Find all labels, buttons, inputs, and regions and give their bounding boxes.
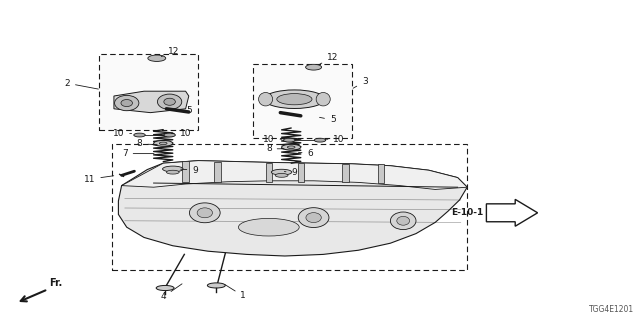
Text: 8: 8 (266, 144, 284, 153)
Polygon shape (118, 161, 467, 256)
Ellipse shape (390, 212, 416, 230)
Ellipse shape (157, 94, 182, 109)
Ellipse shape (275, 173, 288, 177)
Ellipse shape (207, 283, 225, 288)
Text: 9: 9 (284, 168, 297, 177)
Text: 6: 6 (298, 149, 313, 158)
Ellipse shape (397, 216, 410, 225)
Bar (298, 163, 304, 182)
Ellipse shape (316, 92, 330, 106)
Text: 10: 10 (325, 135, 345, 144)
Ellipse shape (298, 208, 329, 228)
Text: 5: 5 (174, 106, 191, 115)
Bar (112, 144, 467, 270)
Text: 10: 10 (113, 129, 132, 138)
Ellipse shape (277, 93, 312, 105)
Ellipse shape (164, 133, 175, 137)
Text: 7: 7 (122, 149, 154, 158)
Text: E-10-1: E-10-1 (451, 208, 483, 217)
Ellipse shape (197, 208, 212, 218)
Bar (182, 161, 189, 182)
Ellipse shape (166, 170, 179, 174)
Ellipse shape (239, 218, 300, 236)
Polygon shape (122, 161, 467, 189)
Text: 4: 4 (161, 284, 182, 301)
Ellipse shape (306, 212, 321, 223)
Text: 9: 9 (180, 166, 198, 175)
Ellipse shape (259, 92, 273, 106)
Ellipse shape (264, 90, 325, 108)
Ellipse shape (156, 285, 174, 291)
Text: 3: 3 (353, 77, 367, 88)
Text: 5: 5 (319, 116, 335, 124)
Bar (266, 163, 272, 182)
Text: 8: 8 (137, 140, 157, 148)
Bar (214, 162, 221, 182)
Ellipse shape (271, 169, 292, 175)
Text: 10: 10 (172, 129, 191, 138)
Text: 2: 2 (65, 79, 99, 89)
Text: Fr.: Fr. (49, 278, 63, 288)
Text: 12: 12 (161, 47, 180, 57)
Ellipse shape (314, 138, 326, 142)
Text: 11: 11 (84, 175, 114, 184)
Ellipse shape (306, 64, 322, 70)
Polygon shape (114, 91, 189, 113)
Ellipse shape (164, 98, 175, 105)
Text: 12: 12 (320, 53, 339, 64)
Text: 10: 10 (263, 135, 282, 144)
Bar (342, 164, 349, 182)
Bar (99, 54, 198, 130)
Bar (378, 164, 384, 183)
Ellipse shape (154, 140, 173, 146)
Ellipse shape (189, 203, 220, 223)
Ellipse shape (121, 100, 132, 107)
Polygon shape (486, 199, 538, 226)
Ellipse shape (134, 133, 145, 137)
Ellipse shape (163, 166, 183, 172)
Ellipse shape (287, 146, 295, 148)
Ellipse shape (148, 55, 166, 61)
Bar (253, 64, 352, 138)
Ellipse shape (159, 142, 167, 145)
Ellipse shape (284, 138, 295, 142)
Text: 1: 1 (225, 285, 246, 300)
Text: TGG4E1201: TGG4E1201 (588, 305, 634, 314)
Ellipse shape (282, 144, 301, 150)
Ellipse shape (115, 95, 139, 111)
